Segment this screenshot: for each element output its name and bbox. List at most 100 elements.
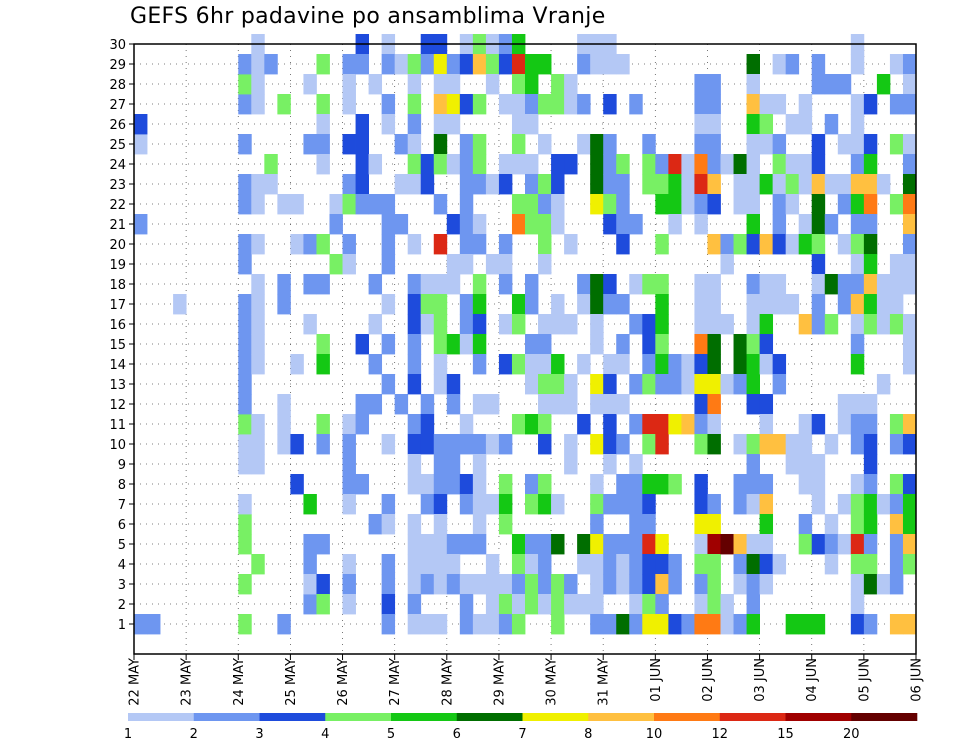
x-tick-label: 29 MAY — [492, 658, 507, 706]
heatmap-cell — [629, 94, 643, 115]
heatmap-cell — [577, 534, 591, 555]
heatmap-cell — [902, 194, 917, 215]
heatmap-cell — [238, 334, 252, 355]
heatmap-cell — [264, 174, 278, 195]
heatmap-cell — [889, 294, 904, 315]
heatmap-cell — [407, 114, 422, 135]
heatmap-cell — [564, 94, 578, 115]
heatmap-cell — [264, 54, 278, 75]
heatmap-cell — [251, 294, 265, 315]
heatmap-cell — [459, 174, 474, 195]
y-tick-label: 22 — [109, 198, 126, 213]
heatmap-cell — [394, 134, 409, 155]
y-tick-label: 3 — [118, 578, 126, 593]
heatmap-cell — [368, 274, 383, 295]
heatmap-cell — [381, 514, 396, 535]
legend-swatch — [391, 713, 458, 721]
y-tick-label: 5 — [118, 538, 126, 553]
heatmap-cell — [707, 394, 721, 415]
heatmap-cell — [863, 214, 878, 235]
heatmap-cell — [590, 594, 604, 615]
heatmap-cell — [381, 494, 396, 515]
heatmap-cell — [746, 554, 760, 575]
heatmap-cell — [603, 194, 617, 215]
heatmap-cell — [498, 234, 513, 255]
heatmap-cell — [603, 454, 617, 475]
heatmap-cell — [863, 414, 878, 435]
heatmap-cell — [850, 314, 865, 335]
heatmap-cell — [277, 414, 291, 435]
heatmap-cell — [733, 194, 747, 215]
heatmap-cells — [134, 34, 917, 635]
y-tick-label: 2 — [118, 598, 126, 613]
heatmap-cell — [472, 474, 487, 495]
heatmap-cell — [173, 294, 187, 315]
y-axis: 1234567891011121314151617181920212223242… — [109, 38, 134, 633]
heatmap-cell — [238, 314, 252, 335]
heatmap-cell — [264, 154, 278, 175]
heatmap-cell — [733, 574, 747, 595]
heatmap-cell — [577, 54, 591, 75]
heatmap-cell — [446, 54, 461, 75]
x-tick-label: 02 JUN — [701, 658, 716, 702]
heatmap-cell — [642, 474, 656, 495]
heatmap-cell — [538, 594, 552, 615]
heatmap-cell — [446, 214, 461, 235]
heatmap-cell — [668, 614, 682, 635]
heatmap-cell — [603, 54, 617, 75]
heatmap-cell — [876, 314, 891, 335]
heatmap-cell — [668, 574, 682, 595]
heatmap-cell — [707, 534, 721, 555]
y-tick-label: 30 — [109, 38, 126, 53]
heatmap-cell — [238, 354, 252, 375]
heatmap-cell — [551, 534, 565, 555]
heatmap-cell — [277, 274, 291, 295]
heatmap-cell — [837, 174, 852, 195]
heatmap-cell — [459, 214, 474, 235]
heatmap-cell — [668, 374, 682, 395]
heatmap-cell — [238, 54, 252, 75]
heatmap-cell — [290, 434, 304, 455]
heatmap-cell — [837, 494, 852, 515]
heatmap-cell — [134, 134, 148, 155]
heatmap-cell — [603, 294, 617, 315]
legend-swatch — [456, 713, 523, 721]
heatmap-cell — [837, 534, 852, 555]
heatmap-cell — [785, 114, 800, 135]
heatmap-cell — [902, 354, 917, 375]
heatmap-cell — [420, 274, 435, 295]
heatmap-cell — [863, 94, 878, 115]
heatmap-cell — [551, 574, 565, 595]
heatmap-cell — [759, 174, 774, 195]
legend-swatch — [588, 713, 655, 721]
heatmap-cell — [863, 574, 878, 595]
heatmap-cell — [485, 394, 500, 415]
heatmap-cell — [759, 554, 774, 575]
heatmap-cell — [472, 174, 487, 195]
heatmap-cell — [485, 614, 500, 635]
heatmap-cell — [655, 594, 669, 615]
heatmap-cell — [381, 594, 396, 615]
heatmap-cell — [707, 594, 721, 615]
y-tick-label: 10 — [109, 438, 126, 453]
heatmap-cell — [238, 394, 252, 415]
heatmap-cell — [590, 54, 604, 75]
heatmap-cell — [655, 314, 669, 335]
y-tick-label: 7 — [118, 498, 126, 513]
heatmap-cell — [407, 414, 422, 435]
heatmap-cell — [303, 534, 317, 555]
heatmap-cell — [407, 234, 422, 255]
heatmap-cell — [616, 214, 630, 235]
heatmap-cell — [616, 394, 630, 415]
heatmap-cell — [433, 574, 448, 595]
heatmap-cell — [733, 474, 747, 495]
heatmap-cell — [642, 594, 656, 615]
heatmap-cell — [694, 174, 708, 195]
heatmap-cell — [772, 294, 787, 315]
heatmap-cell — [603, 434, 617, 455]
heatmap-cell — [603, 494, 617, 515]
heatmap-cell — [681, 174, 695, 195]
heatmap-cell — [368, 74, 383, 95]
heatmap-cell — [694, 554, 708, 575]
heatmap-cell — [837, 274, 852, 295]
